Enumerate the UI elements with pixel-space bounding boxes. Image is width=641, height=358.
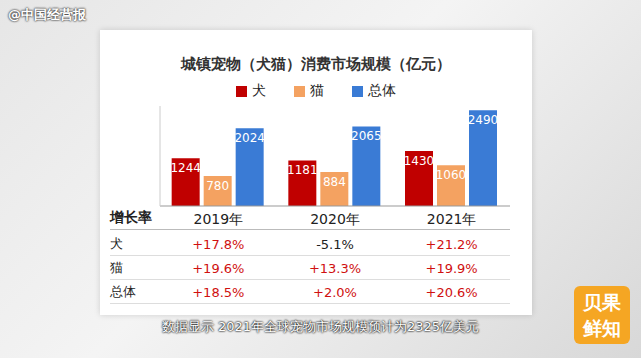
html-text:+21.2%: +21.2% bbox=[425, 236, 478, 252]
svg-text:1060: 1060 bbox=[436, 168, 467, 182]
svg-text:1430: 1430 bbox=[404, 154, 435, 168]
svg-text:884: 884 bbox=[323, 175, 346, 189]
html-text:猫: 猫 bbox=[310, 82, 324, 98]
html-text:数据显示 2021年全球宠物市场规模预计为2325亿美元: 数据显示 2021年全球宠物市场规模预计为2325亿美元 bbox=[161, 319, 480, 334]
html-text:-5.1%: -5.1% bbox=[316, 236, 354, 252]
html-text:+19.6%: +19.6% bbox=[192, 260, 245, 276]
svg-text:2024: 2024 bbox=[234, 131, 265, 145]
html-text:总体: 总体 bbox=[110, 284, 136, 299]
html-text:+17.8%: +17.8% bbox=[192, 236, 245, 252]
svg-text:780: 780 bbox=[206, 179, 229, 193]
html-text:+19.9%: +19.9% bbox=[425, 260, 478, 276]
svg-text:1244: 1244 bbox=[170, 161, 201, 175]
html-text:鲜知: 鲜知 bbox=[583, 317, 621, 339]
svg-text:1181: 1181 bbox=[287, 163, 318, 177]
svg-text:2490: 2490 bbox=[468, 113, 499, 127]
html-text:犬: 犬 bbox=[110, 236, 123, 251]
html-text:+2.0%: +2.0% bbox=[313, 284, 357, 300]
svg-text:2020年: 2020年 bbox=[310, 211, 360, 227]
html-text:总体: 总体 bbox=[368, 82, 396, 98]
html-text:+20.6%: +20.6% bbox=[425, 284, 478, 300]
html-text:+18.5%: +18.5% bbox=[192, 284, 245, 300]
html-text:犬: 犬 bbox=[252, 82, 266, 98]
html-text:增长率: 增长率 bbox=[110, 209, 152, 225]
svg-text:2019年: 2019年 bbox=[194, 211, 244, 227]
html-text:贝果: 贝果 bbox=[583, 291, 621, 313]
html-text:城镇宠物（犬猫）消费市场规模（亿元）: 城镇宠物（犬猫）消费市场规模（亿元） bbox=[181, 55, 451, 73]
html-text:@中国经营报: @中国经营报 bbox=[8, 7, 86, 22]
svg-text:2065: 2065 bbox=[351, 129, 382, 143]
html-text:+13.3%: +13.3% bbox=[308, 260, 362, 276]
html-text:猫: 猫 bbox=[110, 260, 123, 275]
svg-text:2021年: 2021年 bbox=[427, 211, 477, 227]
